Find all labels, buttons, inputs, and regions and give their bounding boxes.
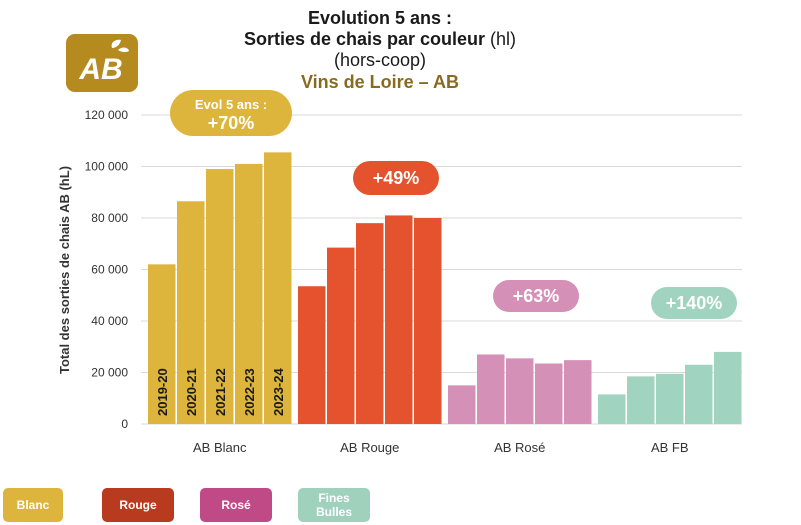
legend: Blanc Rouge Rosé Fines Bulles — [0, 488, 801, 524]
growth-badge-value: +140% — [666, 293, 723, 313]
y-tick-label: 0 — [121, 417, 128, 431]
bar-year-label: 2022-23 — [242, 368, 257, 416]
bar — [385, 215, 413, 424]
ab-logo-icon: AB — [66, 34, 138, 92]
sorties-chart: 0 20 000 40 000 60 000 80 000 100 000 120 000 T… — [57, 90, 742, 455]
ab-logo-text: AB — [78, 53, 122, 86]
bar — [598, 394, 626, 424]
growth-badge — [493, 280, 579, 312]
chart-title-main: Sorties de chais par couleur — [243, 29, 486, 49]
bar — [264, 152, 292, 424]
y-tick-label: 80 000 — [91, 211, 128, 225]
chart-title-line3: (hors-coop) — [333, 50, 427, 70]
bar — [206, 169, 234, 424]
bar — [448, 385, 476, 424]
legend-item: Rosé — [200, 488, 272, 522]
bar — [535, 363, 563, 424]
x-category-label: AB Rouge — [340, 440, 399, 455]
growth-badge — [353, 161, 439, 195]
legend-item: Rouge — [102, 488, 174, 522]
bar — [685, 364, 713, 424]
chart-title-block: Evolution 5 ans : Sorties de chais par c… — [230, 8, 530, 94]
growth-badge-value: +70% — [208, 113, 255, 133]
growth-badge — [170, 90, 292, 136]
y-tick-label: 40 000 — [91, 314, 128, 328]
growth-badge-value: +63% — [513, 286, 560, 306]
x-category-label: AB Blanc — [193, 440, 247, 455]
bar — [235, 163, 263, 425]
bar — [356, 223, 384, 424]
y-axis-label: Total des sorties de chais AB (hL) — [57, 166, 72, 374]
chart-title-line1: Evolution 5 ans : — [307, 8, 453, 28]
bar-year-label: 2020-21 — [184, 368, 199, 416]
bar — [327, 247, 355, 424]
x-category-label: AB FB — [651, 440, 689, 455]
bar — [177, 201, 205, 424]
legend-item: Fines Bulles — [298, 488, 370, 522]
bar — [148, 264, 176, 424]
bar — [714, 351, 742, 424]
ab-organic-logo: AB — [66, 34, 138, 92]
bar — [414, 218, 442, 424]
bar — [477, 354, 505, 424]
bar — [506, 358, 534, 424]
y-tick-label: 120 000 — [85, 108, 129, 122]
y-tick-label: 60 000 — [91, 263, 128, 277]
y-tick-label: 100 000 — [85, 160, 129, 174]
bar — [627, 376, 655, 424]
chart-title-unit: (hl) — [490, 29, 517, 49]
bar-year-label: 2023-24 — [271, 368, 286, 416]
bar-year-label: 2021-22 — [213, 368, 228, 416]
bar-year-label: 2019-20 — [155, 368, 170, 416]
bar — [298, 286, 326, 424]
bar — [564, 360, 592, 424]
x-category-label: AB Rosé — [494, 440, 545, 455]
legend-item: Blanc — [3, 488, 63, 522]
growth-badge — [651, 287, 737, 319]
chart-title-line2: Sorties de chais par couleur (hl) — [230, 29, 530, 50]
growth-badge-value: +49% — [373, 168, 420, 188]
bar — [656, 373, 684, 424]
chart-subtitle: Vins de Loire – AB — [300, 72, 460, 92]
growth-badge-caption: Evol 5 ans : — [195, 97, 267, 112]
y-tick-label: 20 000 — [91, 366, 128, 380]
